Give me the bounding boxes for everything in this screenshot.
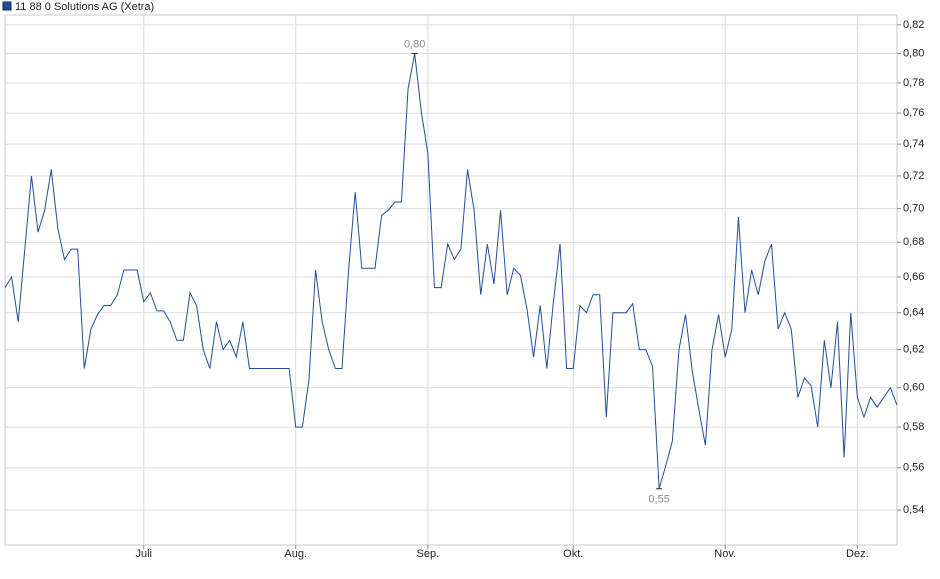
value-label: 0,55 xyxy=(648,494,669,506)
y-tick-label: 0,58 xyxy=(903,421,924,433)
x-tick-label: Sep. xyxy=(417,548,440,560)
y-tick-label: 0,70 xyxy=(903,203,924,215)
x-tick-label: Okt. xyxy=(563,548,583,560)
y-tick-label: 0,78 xyxy=(903,77,924,89)
legend-label: 11 88 0 Solutions AG (Xetra) xyxy=(15,1,154,13)
y-tick-label: 0,80 xyxy=(903,47,924,59)
y-tick-label: 0,62 xyxy=(903,344,924,356)
y-tick-label: 0,82 xyxy=(903,19,924,31)
x-tick-label: Aug. xyxy=(284,548,307,560)
x-tick-label: Juli xyxy=(135,548,152,560)
y-tick-label: 0,64 xyxy=(903,307,924,319)
y-tick-label: 0,72 xyxy=(903,170,924,182)
y-tick-label: 0,54 xyxy=(903,504,924,516)
price-line xyxy=(4,53,898,489)
y-tick-label: 0,76 xyxy=(903,107,924,119)
y-tick-label: 0,60 xyxy=(903,382,924,394)
x-tick-label: Dez. xyxy=(846,548,869,560)
value-label: 0,80 xyxy=(404,38,425,50)
plot-area xyxy=(4,14,898,546)
legend-swatch xyxy=(2,1,12,11)
y-tick-label: 0,66 xyxy=(903,271,924,283)
y-tick-label: 0,74 xyxy=(903,138,924,150)
y-tick-label: 0,56 xyxy=(903,462,924,474)
y-tick-label: 0,68 xyxy=(903,236,924,248)
x-tick-label: Nov. xyxy=(714,548,736,560)
